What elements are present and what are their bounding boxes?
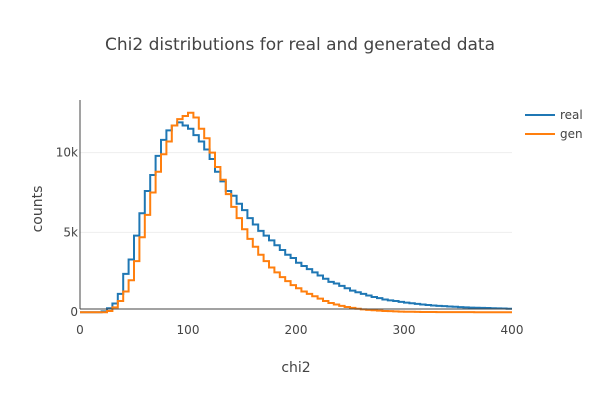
legend-label: real	[560, 108, 583, 122]
legend[interactable]: real gen	[525, 108, 583, 141]
y-tick-label: 5k	[63, 225, 78, 239]
chart-title: Chi2 distributions for real and generate…	[105, 35, 495, 55]
x-tick-label: 200	[285, 323, 308, 337]
y-axis-title: counts	[30, 186, 46, 233]
x-tick-label: 300	[393, 323, 416, 337]
plot-area	[80, 111, 512, 314]
legend-item-real[interactable]: real	[525, 108, 583, 122]
x-axis-ticks: 0 100 200 300 400	[76, 323, 523, 337]
legend-item-gen[interactable]: gen	[525, 127, 583, 141]
y-tick-label: 0	[70, 305, 78, 319]
x-tick-label: 0	[76, 323, 84, 337]
x-tick-label: 400	[501, 323, 524, 337]
x-axis-title: chi2	[281, 360, 310, 376]
legend-label: gen	[560, 127, 583, 141]
series-line-gen	[80, 111, 512, 314]
y-axis-ticks: 0 5k 10k	[56, 146, 78, 320]
grid-lines	[80, 152, 512, 233]
y-tick-label: 10k	[56, 146, 78, 160]
x-tick-label: 100	[177, 323, 200, 337]
